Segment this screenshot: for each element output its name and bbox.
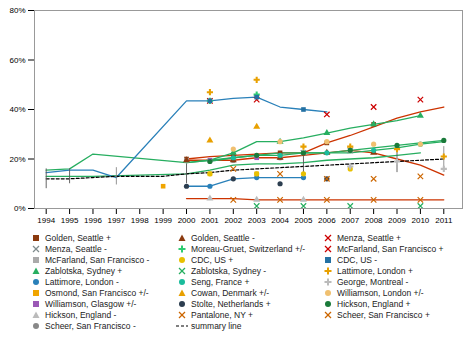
svg-text:1997: 1997	[107, 216, 125, 225]
html-text:CDC, US +: CDC, US +	[191, 254, 234, 265]
html-text:summary line: summary line	[191, 320, 242, 331]
svg-text:2006: 2006	[318, 216, 336, 225]
svg-text:2001: 2001	[201, 216, 219, 225]
svg-text:2010: 2010	[412, 216, 430, 225]
svg-text:1999: 1999	[154, 216, 172, 225]
svg-text:80%: 80%	[9, 6, 25, 15]
svg-text:0%: 0%	[14, 204, 26, 213]
svg-text:20%: 20%	[9, 155, 25, 164]
html-text:Menza, Seattle -: Menza, Seattle -	[45, 243, 107, 254]
svg-text:2009: 2009	[388, 216, 406, 225]
svg-text:2007: 2007	[341, 216, 359, 225]
html-text:Zablotska, Sydney +: Zablotska, Sydney +	[45, 265, 123, 276]
html-text:Lattimore, London +: Lattimore, London +	[337, 265, 413, 276]
html-text:Stolte, Netherlands +: Stolte, Netherlands +	[191, 298, 271, 309]
html-text:Lattimore, London -: Lattimore, London -	[45, 276, 119, 287]
svg-text:2005: 2005	[295, 216, 313, 225]
html-text:Scheer, San Francisco -: Scheer, San Francisco -	[45, 320, 136, 331]
svg-text:2000: 2000	[178, 216, 196, 225]
html-text:Moreau-Gruet, Switzerland +/-: Moreau-Gruet, Switzerland +/-	[191, 243, 306, 254]
html-text:McFarland, San Francisco +: McFarland, San Francisco +	[337, 243, 444, 254]
html-text:Hickson, England +: Hickson, England +	[337, 298, 411, 309]
svg-text:1998: 1998	[131, 216, 149, 225]
html-text:CDC, US -: CDC, US -	[337, 254, 378, 265]
html-text:Zablotska, Sydney -: Zablotska, Sydney -	[191, 265, 267, 276]
svg-text:2011: 2011	[435, 216, 453, 225]
html-text:Osmond, San Francisco +/-: Osmond, San Francisco +/-	[45, 287, 149, 298]
html-text:Menza, Seattle +: Menza, Seattle +	[337, 232, 401, 243]
html-text:Seng, France +: Seng, France +	[191, 276, 250, 287]
svg-text:1995: 1995	[61, 216, 79, 225]
html-text:Cowan, Denmark +/-: Cowan, Denmark +/-	[191, 287, 270, 298]
html-text:Golden, Seattle +: Golden, Seattle +	[45, 232, 111, 243]
svg-text:1994: 1994	[37, 216, 55, 225]
html-text:Hickson, England -: Hickson, England -	[45, 309, 117, 320]
svg-text:2008: 2008	[365, 216, 383, 225]
html-text:George, Montreal -: George, Montreal -	[337, 276, 409, 287]
svg-text:60%: 60%	[9, 56, 25, 65]
svg-text:40%: 40%	[9, 105, 25, 114]
svg-text:2004: 2004	[271, 216, 289, 225]
html-text:McFarland, San Francisco -: McFarland, San Francisco -	[45, 254, 150, 265]
html-text:Scheer, San Francisco +: Scheer, San Francisco +	[337, 309, 430, 320]
html-text:Williamson, London +/-: Williamson, London +/-	[337, 287, 424, 298]
svg-text:1996: 1996	[84, 216, 102, 225]
svg-text:2003: 2003	[248, 216, 266, 225]
html-text:Pantalone, NY +: Pantalone, NY +	[191, 309, 253, 320]
html-text:Williamson, Glasgow +/-: Williamson, Glasgow +/-	[45, 298, 137, 309]
html-text:Golden, Seattle -: Golden, Seattle -	[191, 232, 255, 243]
svg-text:2002: 2002	[224, 216, 242, 225]
